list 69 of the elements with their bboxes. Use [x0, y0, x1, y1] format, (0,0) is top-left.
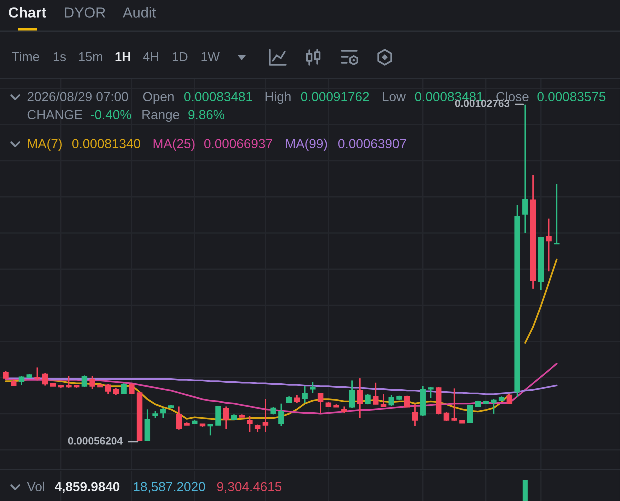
text: 0.00083575 [538, 92, 606, 102]
text: MA(99) [286, 138, 328, 152]
annotation: 0.00081340 [72, 139, 140, 149]
text: 0.00083481 [415, 92, 484, 102]
annotation: 4,859.9840 [55, 482, 120, 494]
text: MA(25) [154, 138, 195, 152]
candlestick [302, 386, 308, 404]
text: High [266, 92, 291, 104]
annotation: 0.00063907 [338, 139, 406, 149]
candlestick [34, 367, 40, 382]
candlestick [247, 415, 253, 433]
candlestick [176, 406, 182, 431]
candlestick [216, 405, 222, 426]
annotation: CHANGE [28, 110, 82, 120]
candlestick [42, 372, 48, 386]
candlestick [90, 376, 96, 390]
candlestick [365, 394, 371, 406]
text: 2026/08/29 07:00 [28, 92, 128, 102]
annotation: 18,587.2020 [134, 482, 206, 494]
candlestick [388, 394, 394, 407]
annotation: 0.00056204 [68, 437, 123, 445]
text: Low [383, 92, 406, 102]
text: Time [12, 52, 40, 62]
candlestick [129, 382, 135, 396]
candlestick [357, 378, 364, 419]
candlestick [278, 403, 284, 427]
candlestick [121, 382, 127, 396]
candlestick [144, 408, 151, 442]
text: 0.00091762 [301, 92, 370, 102]
candlestick [522, 104, 528, 234]
candlestick [373, 382, 379, 406]
candlestick [428, 386, 434, 399]
candlestick [380, 394, 387, 408]
candlestick [208, 424, 214, 436]
text: Audit [123, 7, 156, 18]
candlestick [467, 404, 474, 423]
text: 1D [172, 52, 188, 62]
text: DYOR [65, 8, 106, 18]
candlestick [546, 218, 552, 272]
candlestick [404, 395, 410, 408]
annotation: Range [142, 110, 180, 122]
annotation: 9.86% [188, 110, 225, 120]
text: MA(7) [28, 138, 62, 152]
text: 1s [54, 52, 66, 62]
candlestick [160, 407, 166, 419]
text: 0.00083481 [184, 92, 252, 102]
annotation: -0.40% [90, 110, 132, 120]
text: 4H [143, 52, 158, 62]
annotation: 0.00066937 [204, 139, 272, 149]
candlestick [66, 376, 72, 389]
candlestick [506, 394, 513, 405]
candlestick [310, 381, 316, 394]
text: 1H [116, 52, 130, 62]
candlestick [223, 406, 230, 430]
text: 15m [79, 52, 102, 62]
annotation: 9,304.4615 [217, 482, 282, 494]
candlestick [412, 404, 418, 427]
text: Close [496, 92, 529, 102]
text: 1W [202, 52, 220, 62]
candlestick [452, 388, 458, 422]
text: Chart [9, 7, 46, 18]
candlestick [318, 393, 324, 414]
candlestick [262, 398, 269, 433]
annotation: Vol [27, 482, 44, 492]
candlestick [349, 380, 356, 409]
text: Open [143, 92, 174, 104]
candlestick [491, 398, 497, 415]
candlestick [554, 184, 560, 245]
annotation: 0.00102763 [455, 100, 510, 108]
